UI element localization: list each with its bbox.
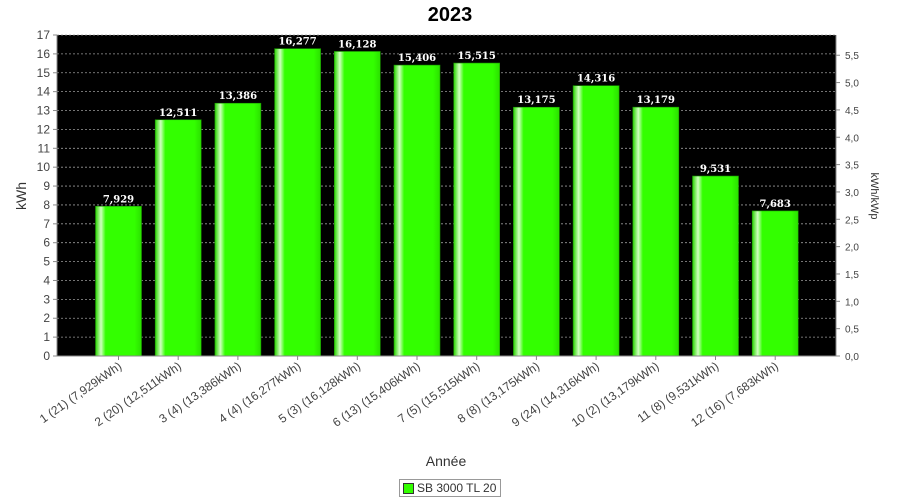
x-axis-label: Année — [426, 453, 467, 469]
chart-title: 2023 — [428, 4, 473, 26]
y-tick-label: 10 — [37, 160, 51, 174]
data-label: 15,515 — [458, 51, 496, 62]
bar — [274, 48, 321, 357]
y-axis-right-label: kWh/kWp — [868, 172, 880, 219]
data-label: 14,316 — [577, 74, 615, 85]
data-label: 12,511 — [159, 108, 197, 119]
y-right-tick-label: 2,0 — [845, 243, 859, 254]
y-axis-right: 0,0 0,5 1,0 1,5 2,0 2,5 3,0 3,5 4,0 4,5 5,0 5,5 — [835, 35, 859, 363]
y-tick-label: 2 — [43, 311, 50, 325]
data-label: 16,277 — [278, 37, 316, 48]
y-tick-label: 0 — [43, 349, 50, 363]
y-axis-label: kWh — [13, 182, 29, 210]
y-tick-label: 5 — [43, 255, 50, 269]
x-axis: 1 (21) (7,929kWh)2 (20) (12,511kWh)3 (4)… — [37, 355, 836, 430]
data-label: 13,179 — [637, 95, 675, 106]
legend: SB 3000 TL 20 — [399, 479, 502, 497]
y-tick-label: 15 — [37, 66, 51, 80]
y-right-tick-label: 3,5 — [845, 161, 859, 172]
y-tick-label: 14 — [37, 85, 51, 99]
bar — [513, 106, 560, 357]
y-tick-label: 16 — [37, 47, 51, 61]
y-right-tick-label: 0,5 — [845, 325, 859, 336]
y-tick-label: 1 — [43, 330, 50, 344]
bar — [572, 85, 620, 357]
bar — [751, 210, 799, 357]
y-tick-label: 4 — [43, 273, 50, 287]
data-label: 13,386 — [219, 91, 257, 102]
y-tick-label: 3 — [43, 292, 50, 306]
bar — [154, 119, 202, 357]
data-labels: 7,929 12,511 13,386 16,277 16,128 15,406 15,51… — [103, 37, 791, 210]
y-tick-label: 11 — [38, 141, 51, 155]
bar — [692, 175, 739, 357]
y-right-tick-label: 2,5 — [845, 215, 859, 226]
y-right-tick-label: 4,0 — [845, 133, 859, 144]
y-right-tick-label: 4,5 — [845, 106, 859, 117]
data-label: 13,175 — [517, 95, 555, 106]
y-tick-label: 9 — [43, 179, 50, 193]
y-tick-label: 12 — [37, 122, 51, 136]
bar — [632, 106, 680, 357]
y-right-tick-label: 3,0 — [845, 188, 859, 199]
bar — [453, 62, 501, 357]
data-label: 7,683 — [760, 199, 791, 210]
legend-label: SB 3000 TL 20 — [417, 481, 497, 495]
bar — [214, 102, 262, 357]
y-right-tick-label: 1,5 — [845, 270, 859, 281]
bar — [333, 51, 381, 357]
data-label: 15,406 — [398, 53, 436, 64]
y-tick-label: 17 — [37, 28, 51, 42]
data-label: 16,128 — [338, 39, 376, 50]
data-label: 7,929 — [103, 194, 134, 205]
legend-swatch — [403, 482, 414, 494]
bar — [95, 205, 142, 357]
y-right-tick-label: 5,0 — [845, 79, 859, 90]
y-tick-label: 7 — [43, 217, 50, 231]
y-right-tick-label: 0,0 — [845, 352, 859, 363]
data-label: 9,531 — [700, 164, 731, 175]
y-right-tick-label: 5,5 — [845, 51, 859, 62]
y-tick-label: 8 — [43, 198, 50, 212]
y-tick-label: 6 — [43, 236, 50, 250]
bar — [393, 64, 441, 357]
y-tick-label: 13 — [37, 104, 51, 118]
y-right-tick-label: 1,0 — [845, 297, 859, 308]
bars — [95, 48, 799, 357]
